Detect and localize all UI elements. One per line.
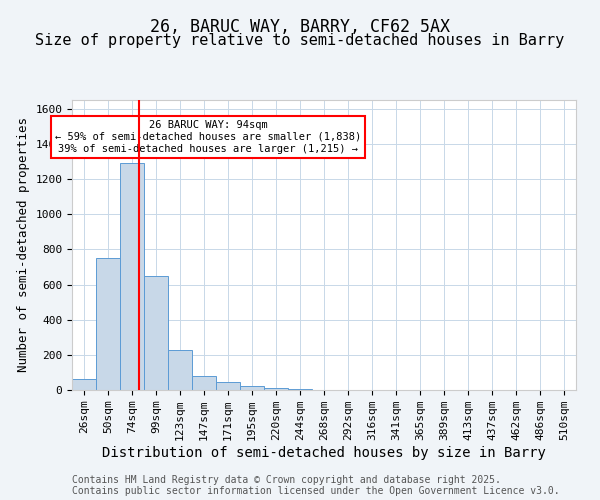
Bar xyxy=(216,382,240,390)
Bar xyxy=(120,164,144,390)
Bar xyxy=(288,388,312,390)
Bar xyxy=(240,386,264,390)
Text: Contains public sector information licensed under the Open Government Licence v3: Contains public sector information licen… xyxy=(72,486,560,496)
Bar xyxy=(144,276,168,390)
Bar xyxy=(72,380,96,390)
Text: 26 BARUC WAY: 94sqm
← 59% of semi-detached houses are smaller (1,838)
39% of sem: 26 BARUC WAY: 94sqm ← 59% of semi-detach… xyxy=(55,120,361,154)
Y-axis label: Number of semi-detached properties: Number of semi-detached properties xyxy=(17,118,30,372)
Bar xyxy=(96,258,120,390)
Text: Contains HM Land Registry data © Crown copyright and database right 2025.: Contains HM Land Registry data © Crown c… xyxy=(72,475,501,485)
Bar xyxy=(192,376,216,390)
Text: 26, BARUC WAY, BARRY, CF62 5AX: 26, BARUC WAY, BARRY, CF62 5AX xyxy=(150,18,450,36)
Bar xyxy=(264,388,288,390)
X-axis label: Distribution of semi-detached houses by size in Barry: Distribution of semi-detached houses by … xyxy=(102,446,546,460)
Text: Size of property relative to semi-detached houses in Barry: Size of property relative to semi-detach… xyxy=(35,32,565,48)
Bar xyxy=(168,350,192,390)
